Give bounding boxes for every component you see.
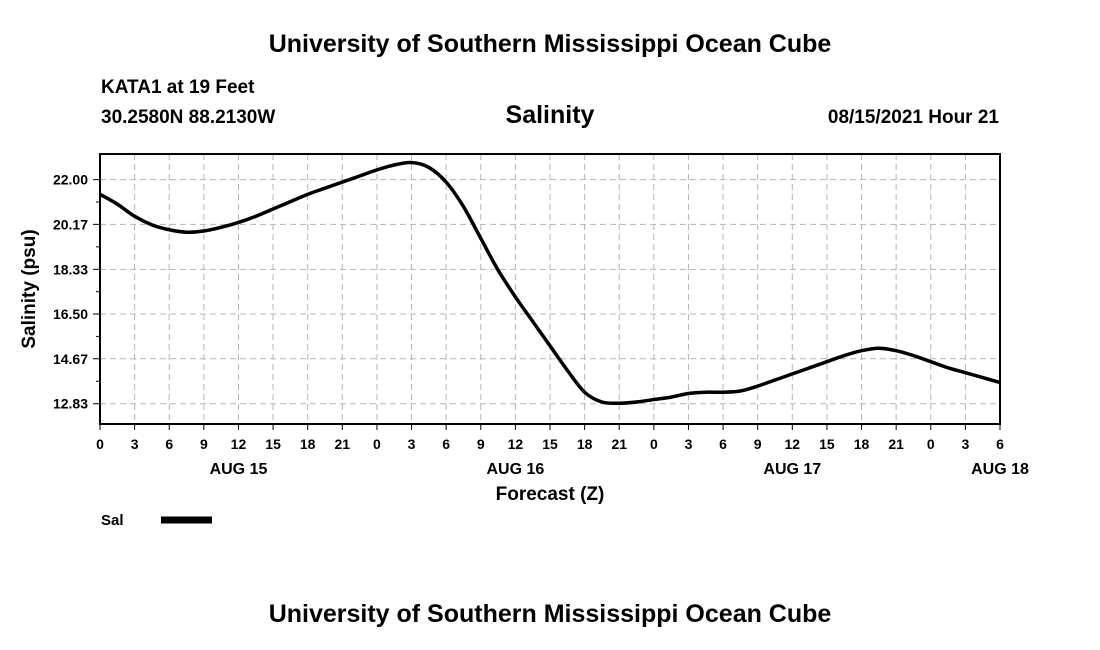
y-axis: 12.83 14.67 16.50 18.33 20.17 22.00 xyxy=(53,172,100,412)
x-tick-label: 6 xyxy=(719,436,727,452)
x-tick-label: 12 xyxy=(231,436,247,452)
x-tick-label: 21 xyxy=(888,436,904,452)
y-tick-label: 18.33 xyxy=(53,261,88,277)
x-axis: 0 3 6 9 12 15 18 21 0 3 6 9 12 15 18 21 0 3 6 9 12 15 18 21 0 3 6 xyxy=(96,424,1004,452)
x-tick-label: 6 xyxy=(442,436,450,452)
x-tick-label: 0 xyxy=(96,436,104,452)
grid-lines xyxy=(100,154,1000,424)
x-tick-label: 6 xyxy=(165,436,173,452)
x-tick-label: 12 xyxy=(508,436,524,452)
x-tick-label: 0 xyxy=(927,436,935,452)
y-tick-label: 14.67 xyxy=(53,351,88,367)
day-label: AUG 18 xyxy=(971,461,1029,478)
x-tick-label: 9 xyxy=(754,436,762,452)
footer-title: University of Southern Mississippi Ocean… xyxy=(268,600,832,628)
y-tick-label: 20.17 xyxy=(53,216,88,232)
forecast-time: 08/15/2021 Hour 21 xyxy=(827,107,999,128)
day-label: AUG 17 xyxy=(763,461,821,478)
x-tick-label: 9 xyxy=(477,436,485,452)
station-coordinates: 30.2580N 88.2130W xyxy=(101,107,276,128)
x-axis-label: Forecast (Z) xyxy=(496,484,605,505)
x-tick-label: 21 xyxy=(335,436,351,452)
x-tick-label: 15 xyxy=(542,436,558,452)
x-tick-label: 9 xyxy=(200,436,208,452)
x-tick-label: 18 xyxy=(577,436,593,452)
x-tick-label: 18 xyxy=(300,436,316,452)
x-tick-label: 0 xyxy=(650,436,658,452)
x-tick-label: 0 xyxy=(373,436,381,452)
y-tick-label: 12.83 xyxy=(53,396,88,412)
x-tick-label: 3 xyxy=(961,436,969,452)
x-tick-label: 3 xyxy=(131,436,139,452)
x-tick-label: 21 xyxy=(611,436,627,452)
y-tick-label: 22.00 xyxy=(53,172,88,188)
page-title: University of Southern Mississippi Ocean… xyxy=(268,30,832,58)
x-tick-label: 15 xyxy=(819,436,835,452)
legend: Sal xyxy=(101,512,212,529)
x-tick-label: 18 xyxy=(854,436,870,452)
x-tick-label: 15 xyxy=(265,436,281,452)
day-label: AUG 16 xyxy=(486,461,544,478)
series-line-sal xyxy=(99,160,1001,406)
station-name: KATA1 at 19 Feet xyxy=(101,77,255,98)
x-tick-label: 6 xyxy=(996,436,1004,452)
chart-title: Salinity xyxy=(505,101,595,129)
series-layer xyxy=(99,160,1001,406)
y-axis-label: Salinity (psu) xyxy=(19,229,40,348)
y-tick-label: 16.50 xyxy=(53,306,88,322)
legend-label: Sal xyxy=(101,512,124,529)
x-tick-label: 3 xyxy=(685,436,693,452)
day-labels: AUG 15 AUG 16 AUG 17 AUG 18 xyxy=(210,461,1029,478)
x-tick-label: 12 xyxy=(785,436,801,452)
day-label: AUG 15 xyxy=(210,461,268,478)
x-tick-label: 3 xyxy=(408,436,416,452)
